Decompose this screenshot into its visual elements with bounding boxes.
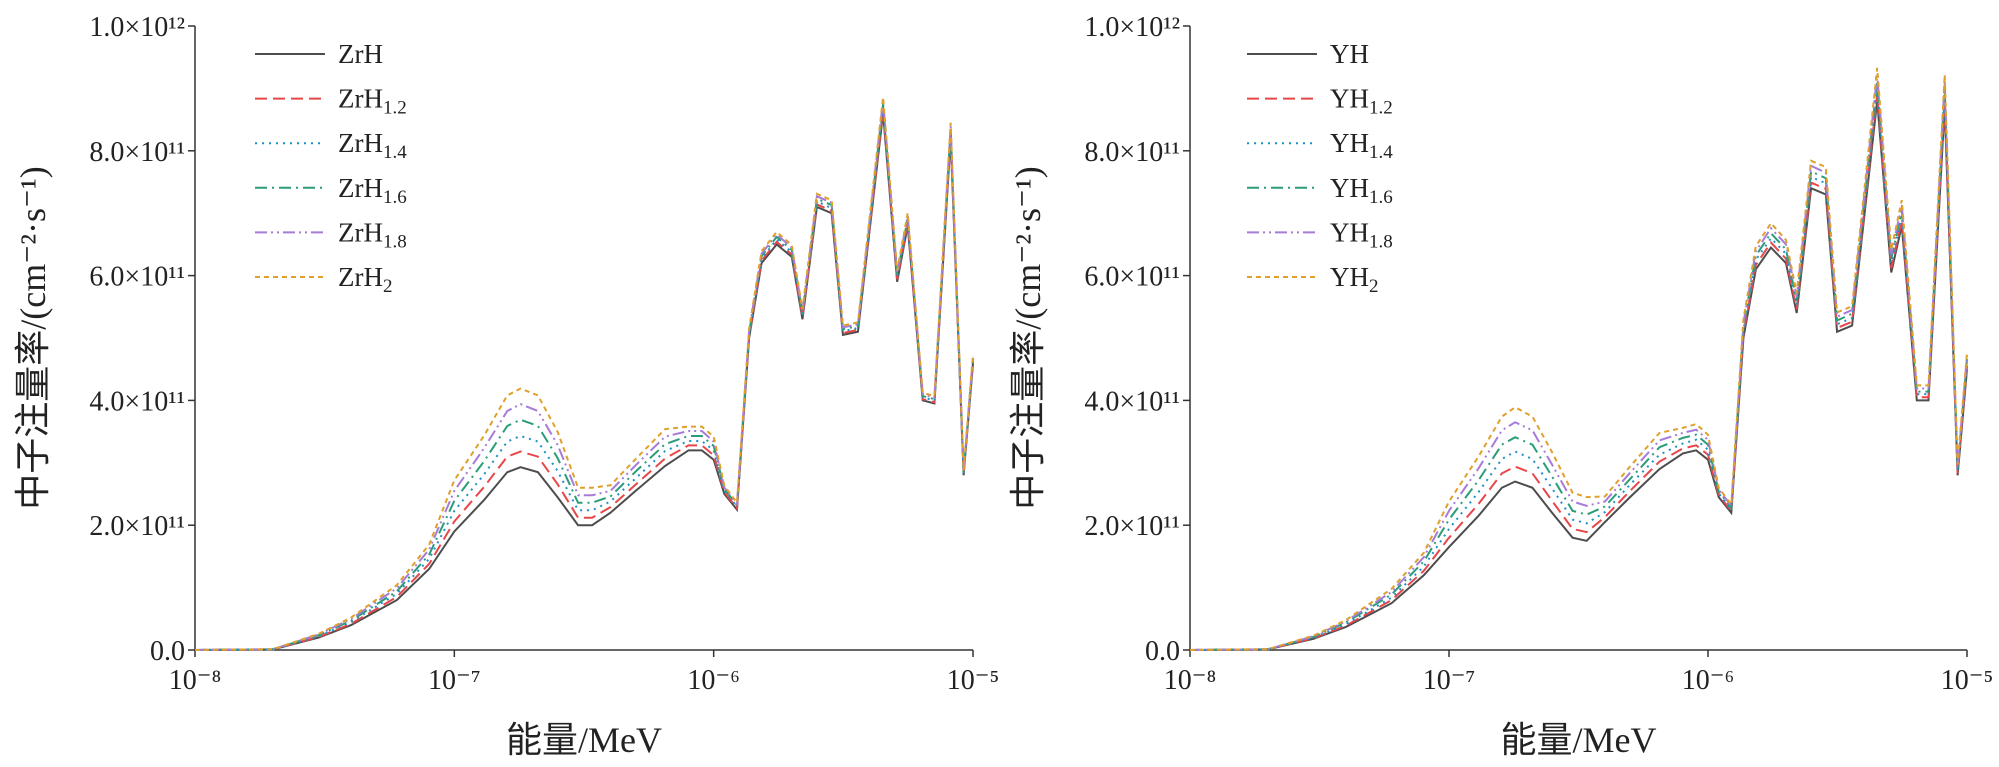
series-line	[194, 100, 974, 651]
legend-label-base: ZrH	[338, 173, 383, 203]
legend-label-base: YH	[1330, 173, 1369, 203]
y-tick-label: 6.0×10¹¹	[89, 262, 185, 293]
legend-label-base: YH	[1330, 128, 1369, 158]
legend-label-subscript: 1.8	[383, 231, 407, 252]
y-tick-label: 8.0×10¹¹	[89, 137, 185, 168]
legend-label: YH1.4	[1330, 128, 1393, 163]
series-line	[194, 110, 974, 651]
legend-label-subscript: 1.4	[1369, 142, 1393, 163]
y-axis-title: 中子注量率/(cm⁻²·s⁻¹)	[13, 166, 53, 510]
y-tick-label: 2.0×10¹¹	[89, 511, 185, 542]
x-axis-title: 能量/MeV	[1501, 720, 1657, 760]
x-axis-title: 能量/MeV	[506, 720, 662, 760]
x-tick-label: 10⁻⁶	[1682, 665, 1735, 696]
legend-label: ZrH2	[338, 262, 392, 297]
y-tick-label: 4.0×10¹¹	[1084, 386, 1180, 417]
legend-label-base: ZrH	[338, 39, 383, 69]
x-tick-label: 10⁻⁶	[687, 665, 740, 696]
legend-label-base: YH	[1330, 39, 1369, 69]
series-line	[1189, 93, 1968, 651]
legend-label: YH	[1330, 39, 1369, 69]
legend-label: YH1.2	[1330, 84, 1393, 119]
x-tick-label: 10⁻⁸	[169, 665, 222, 696]
x-tick-label: 10⁻⁸	[1164, 665, 1217, 696]
legend-label: YH1.8	[1330, 217, 1393, 252]
y-axis-title: 中子注量率/(cm⁻²·s⁻¹)	[1008, 166, 1048, 510]
legend-label-base: ZrH	[338, 217, 383, 247]
y-tick-label: 6.0×10¹¹	[1084, 262, 1180, 293]
legend-label-subscript: 1.6	[1369, 187, 1393, 208]
x-tick-label: 10⁻⁵	[947, 665, 1000, 696]
legend-label-base: YH	[1330, 262, 1369, 292]
series-line	[1189, 100, 1968, 651]
y-tick-label: 2.0×10¹¹	[1084, 511, 1180, 542]
y-tick-label: 4.0×10¹¹	[89, 386, 185, 417]
legend-label-subscript: 1.6	[383, 187, 407, 208]
series-line	[1189, 67, 1968, 651]
x-tick-label: 10⁻⁷	[428, 665, 481, 696]
legend-label-subscript: 2	[1369, 276, 1379, 297]
y-tick-label: 1.0×10¹²	[1084, 12, 1180, 43]
legend-label-subscript: 2	[383, 276, 393, 297]
legend-label-base: ZrH	[338, 128, 383, 158]
x-tick-label: 10⁻⁷	[1423, 665, 1476, 696]
legend-label-subscript: 1.4	[383, 142, 407, 163]
legend-label: ZrH1.6	[338, 173, 407, 208]
series-line	[194, 97, 974, 651]
series-line	[1189, 80, 1968, 651]
series-line	[194, 103, 974, 651]
legend-label-subscript: 1.2	[1369, 98, 1393, 119]
legend-label-subscript: 1.2	[383, 98, 407, 119]
legend-label: ZrH	[338, 39, 383, 69]
legend-label: YH1.6	[1330, 173, 1393, 208]
y-tick-label: 0.0	[150, 636, 185, 667]
legend-label-base: YH	[1330, 84, 1369, 114]
legend-label-base: ZrH	[338, 84, 383, 114]
series-line	[194, 113, 974, 651]
series-line	[1189, 87, 1968, 651]
y-tick-label: 1.0×10¹²	[89, 12, 185, 43]
y-tick-label: 8.0×10¹¹	[1084, 137, 1180, 168]
legend-label: ZrH1.2	[338, 84, 407, 119]
series-line	[1189, 74, 1968, 651]
legend-label-base: YH	[1330, 217, 1369, 247]
x-tick-label: 10⁻⁵	[1941, 665, 1994, 696]
y-tick-label: 0.0	[1145, 636, 1180, 667]
legend-label: ZrH1.4	[338, 128, 407, 163]
legend-label: ZrH1.8	[338, 217, 407, 252]
legend-label: YH2	[1330, 262, 1379, 297]
legend-label-base: ZrH	[338, 262, 383, 292]
legend-label-subscript: 1.8	[1369, 231, 1393, 252]
